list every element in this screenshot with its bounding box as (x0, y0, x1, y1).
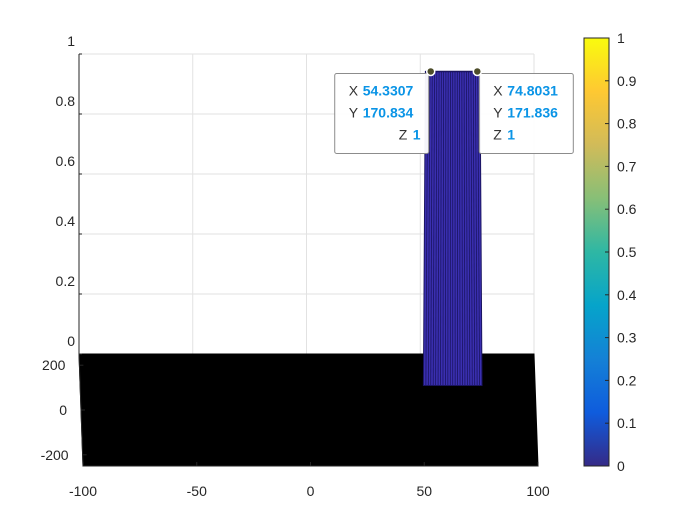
datatip-y-value: 170.834 (363, 104, 414, 120)
z-tick-label: 0.6 (56, 153, 76, 169)
y-tick-label: -200 (41, 447, 69, 463)
mesh-line (430, 71, 433, 386)
mesh-line (461, 71, 463, 386)
colorbar-tick-label: 0.5 (617, 244, 637, 260)
mesh-line (465, 71, 468, 386)
datatip-y-key: Y (493, 104, 503, 120)
datatip-marker (425, 66, 436, 77)
x-tick-label: 0 (307, 483, 315, 499)
datatip-marker (472, 66, 483, 77)
x-tick-label: -50 (187, 483, 207, 499)
z-tick-label: 0.4 (56, 213, 76, 229)
datatip-x-value: 54.3307 (363, 82, 414, 98)
colorbar-tick-label: 0.8 (617, 116, 637, 132)
z-tick-label: 1 (67, 33, 75, 49)
colorbar: 0 0.1 0.2 0.3 0.4 0.5 0.6 0.7 0.8 0.9 1 (583, 30, 637, 474)
z-tick-label: 0.8 (56, 93, 76, 109)
datatip-z-key: Z (399, 126, 408, 142)
x-tick-label: -100 (69, 483, 97, 499)
mesh-line (435, 71, 438, 386)
mesh-line (468, 71, 471, 386)
mesh-line (477, 71, 480, 386)
mesh-line (432, 71, 435, 386)
mesh-line (470, 71, 473, 386)
mesh-line (427, 71, 431, 386)
mesh-line (459, 71, 461, 386)
datatip-z-key: Z (493, 126, 502, 142)
x-tick-label: 100 (526, 483, 550, 499)
colorbar-tick-label: 0.9 (617, 73, 637, 89)
colorbar-tick-label: 0.4 (617, 287, 637, 303)
z-tick-label: 0.2 (56, 273, 76, 289)
colorbar-tick-label: 0.2 (617, 372, 637, 388)
datatip-x-key: X (349, 82, 359, 98)
colorbar-tick-label: 0.3 (617, 330, 637, 346)
colorbar-gradient (583, 37, 610, 467)
datatip-x-value: 74.8031 (507, 82, 558, 98)
z-tick-label: 0 (67, 333, 75, 349)
datatip-z-value: 1 (413, 126, 421, 142)
colorbar-tick-label: 0 (617, 458, 625, 474)
colorbar-tick-label: 0.1 (617, 415, 637, 431)
mesh-line (442, 71, 445, 386)
mesh-line (437, 71, 440, 386)
mesh-line (472, 71, 476, 386)
datatip-y-key: Y (349, 104, 359, 120)
mesh-line (440, 71, 442, 386)
mesh-line (463, 71, 466, 386)
raised-surface (422, 70, 483, 386)
datatip-box (478, 72, 574, 154)
colorbar-tick-label: 0.7 (617, 158, 637, 174)
mesh-line (475, 71, 478, 386)
x-tick-label: 50 (416, 483, 432, 499)
datatip-box (334, 72, 430, 154)
datatip-z-value: 1 (507, 126, 515, 142)
mesh-line (444, 71, 447, 386)
colorbar-tick-label: 0.6 (617, 201, 637, 217)
y-tick-label: 200 (42, 357, 66, 373)
y-tick-label: 0 (59, 402, 67, 418)
datatip-x-key: X (493, 82, 503, 98)
colorbar-tick-label: 1 (617, 30, 625, 46)
datatip-y-value: 171.836 (507, 104, 558, 120)
